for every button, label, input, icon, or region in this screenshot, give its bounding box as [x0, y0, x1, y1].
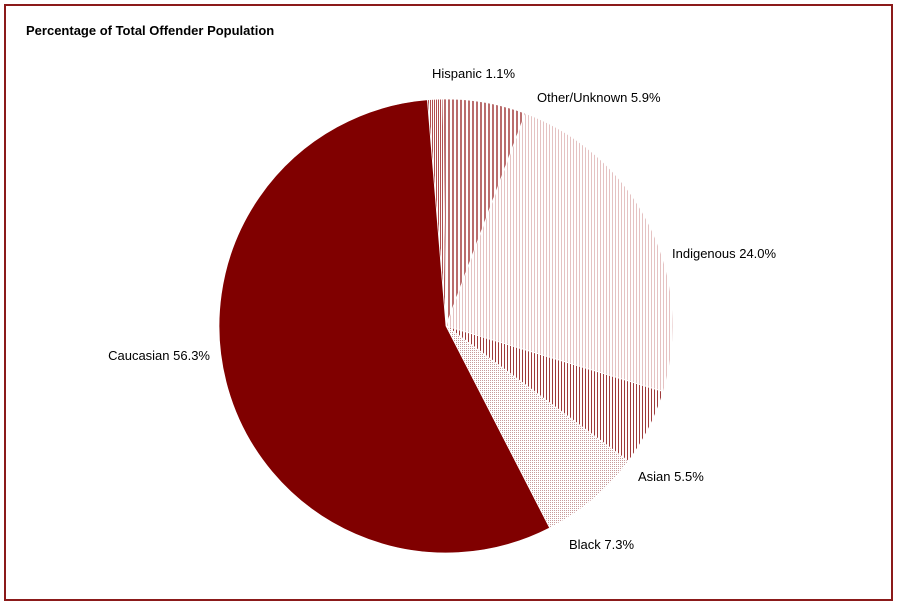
- pie-labels: Hispanic 1.1% Other/Unknown 5.9% Indigenou…: [108, 66, 776, 552]
- pie-slice-caucasian: [218, 99, 551, 554]
- slice-label-hispanic: Hispanic 1.1%: [432, 66, 516, 81]
- slice-label-indigenous: Indigenous 24.0%: [672, 246, 777, 261]
- slice-label-asian: Asian 5.5%: [638, 469, 704, 484]
- slice-label-black: Black 7.3%: [569, 537, 634, 552]
- slice-label-caucasian: Caucasian 56.3%: [108, 348, 210, 363]
- pie-slices: [218, 98, 674, 554]
- pie-slice-black: [445, 325, 629, 529]
- chart-title: Percentage of Total Offender Population: [26, 23, 275, 38]
- slice-label-other-unknown: Other/Unknown 5.9%: [537, 90, 661, 105]
- pie-slice-indigenous: [445, 112, 674, 393]
